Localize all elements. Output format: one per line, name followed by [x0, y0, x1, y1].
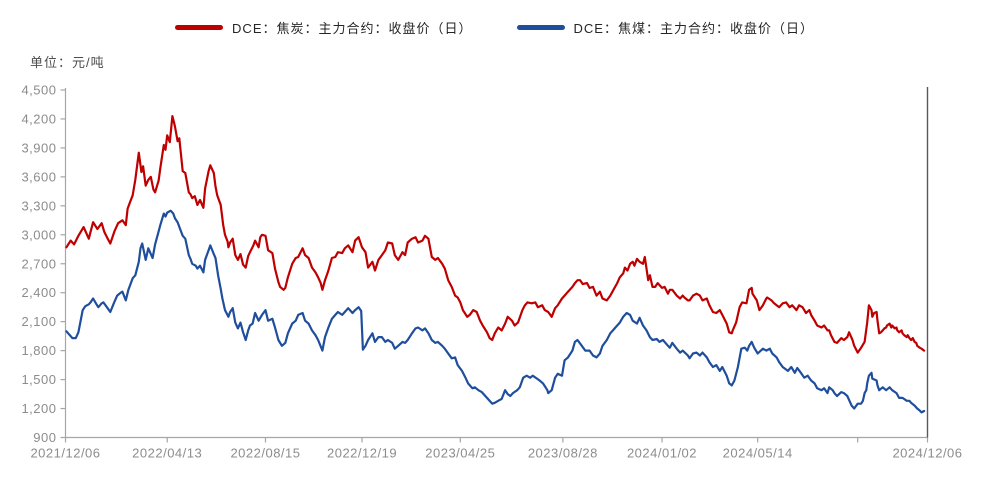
legend-label-coke: DCE：焦炭：主力合约：收盘价（日）	[232, 21, 473, 36]
y-tick-label: 2,100	[21, 314, 56, 329]
y-tick-label: 1,800	[21, 343, 56, 358]
coke-line-swatch-icon	[175, 25, 224, 30]
unit-label: 单位：元/吨	[30, 55, 105, 70]
y-tick-label: 3,900	[21, 140, 56, 155]
x-tick-label: 2024/05/14	[723, 446, 793, 461]
y-tick-label: 3,300	[21, 198, 56, 213]
coking-coal-price-line	[65, 209, 926, 414]
y-tick-label: 2,700	[21, 256, 56, 271]
y-tick-label: 3,600	[21, 169, 56, 184]
legend-label-coking-coal: DCE：焦煤：主力合约：收盘价（日）	[573, 21, 814, 36]
x-tick-label: 2024/12/06	[892, 446, 962, 461]
x-tick-label: 2024/01/02	[627, 446, 697, 461]
x-tick-label: 2022/04/13	[132, 446, 202, 461]
y-tick-label: 4,500	[21, 83, 56, 98]
y-tick-label: 2,400	[21, 285, 56, 300]
y-tick-label: 1,500	[21, 372, 56, 387]
legend-item-coking-coal[interactable]: DCE：焦煤：主力合约：收盘价（日）	[516, 18, 814, 37]
legend-item-coke[interactable]: DCE：焦炭：主力合约：收盘价（日）	[175, 18, 472, 37]
y-tick-label: 3,000	[21, 227, 56, 242]
coke-price-line	[65, 115, 926, 354]
x-tick-label: 2023/08/28	[528, 446, 598, 461]
x-tick-label: 2022/12/19	[327, 446, 397, 461]
legend: DCE：焦炭：主力合约：收盘价（日） DCE：焦煤：主力合约：收盘价（日）	[0, 18, 989, 37]
x-tick-label: 2022/08/15	[230, 446, 300, 461]
y-tick-label: 900	[33, 430, 56, 445]
y-tick-label: 4,200	[21, 111, 56, 126]
y-tick-label: 1,200	[21, 401, 56, 416]
x-tick-label: 2023/04/25	[425, 446, 495, 461]
x-tick-label: 2021/12/06	[30, 446, 100, 461]
coking-coal-line-swatch-icon	[516, 25, 565, 30]
